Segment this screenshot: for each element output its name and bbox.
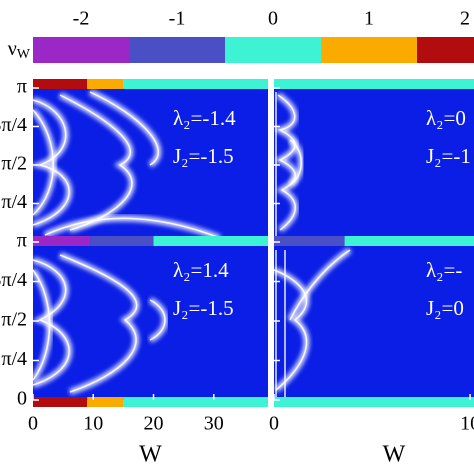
band-core bbox=[149, 299, 166, 341]
panel bbox=[274, 242, 474, 400]
colorbar-tick-label: -2 bbox=[73, 8, 90, 30]
colorbar-label: νW bbox=[8, 38, 31, 63]
y-tick-label: 0 bbox=[17, 388, 27, 410]
panel-annotation: λ₂=0 bbox=[426, 106, 466, 130]
winding-strip bbox=[344, 236, 474, 246]
band-core bbox=[289, 249, 351, 321]
band-core bbox=[33, 269, 51, 381]
x-axis-label: W bbox=[139, 442, 162, 468]
colorbar-tick-label: 1 bbox=[364, 8, 374, 30]
x-tick-label: 0 bbox=[28, 413, 38, 435]
panel-annotation: J₂=-1.5 bbox=[173, 144, 234, 168]
colorbar-segment bbox=[33, 37, 129, 63]
band-core bbox=[59, 254, 138, 393]
colorbar-segment bbox=[225, 37, 321, 63]
y-tick-label: π/2 bbox=[1, 309, 27, 331]
winding-strip bbox=[87, 79, 124, 89]
band-core bbox=[277, 94, 296, 231]
panel bbox=[33, 88, 268, 242]
band-core bbox=[33, 99, 70, 226]
winding-strip bbox=[274, 236, 345, 246]
winding-strip bbox=[33, 397, 88, 407]
x-tick-label: 10 bbox=[460, 413, 474, 435]
y-tick-label: 3π/4 bbox=[0, 269, 27, 291]
colorbar-label-sub: W bbox=[17, 47, 31, 62]
panel-background bbox=[274, 242, 474, 400]
colorbar-tick-label: 0 bbox=[268, 8, 278, 30]
panels bbox=[33, 88, 474, 400]
colorbar-label-main: ν bbox=[8, 38, 17, 60]
y-tick-label: π bbox=[17, 76, 27, 98]
band-core bbox=[59, 94, 133, 231]
panel-annotation: λ₂=- bbox=[426, 258, 462, 282]
x-tick-label: 20 bbox=[144, 413, 164, 435]
winding-strip bbox=[274, 397, 474, 407]
panel-annotation: J₂=-1 bbox=[426, 144, 471, 168]
panel bbox=[33, 242, 268, 400]
y-tick-label: π bbox=[17, 230, 27, 252]
band-core bbox=[289, 139, 302, 186]
x-tick-label: 0 bbox=[269, 413, 279, 435]
winding-strip bbox=[123, 79, 268, 89]
colorbar-segment bbox=[417, 37, 474, 63]
panel-background bbox=[274, 88, 474, 242]
y-tick-label: π/4 bbox=[1, 191, 27, 213]
panel-annotation: λ₂=-1.4 bbox=[173, 106, 236, 130]
band-core bbox=[44, 217, 221, 239]
y-tick-label: π/2 bbox=[1, 153, 27, 175]
panel-background bbox=[33, 242, 268, 400]
colorbar-segment bbox=[321, 37, 417, 63]
panel-annotation: J₂=0 bbox=[426, 296, 464, 320]
winding-strip bbox=[33, 79, 88, 89]
winding-strip bbox=[123, 397, 268, 407]
winding-strip bbox=[153, 236, 268, 246]
winding-strip bbox=[87, 397, 124, 407]
winding-strip bbox=[274, 79, 474, 89]
band-core bbox=[33, 259, 70, 386]
x-tick-label: 30 bbox=[204, 413, 224, 435]
band-core bbox=[89, 91, 159, 166]
colorbar-tick-label: -1 bbox=[169, 8, 186, 30]
winding-strip bbox=[90, 236, 154, 246]
y-tick-label: 3π/4 bbox=[0, 114, 27, 136]
band-core bbox=[33, 109, 54, 216]
overlay: λ₂=-1.4 J₂=-1.5 λ₂=0 J₂=-1 λ₂=1.4 J₂=-1.5 λ₂=-… bbox=[32, 79, 474, 407]
winding-strip bbox=[33, 236, 91, 246]
panel-annotation: λ₂=1.4 bbox=[173, 258, 229, 282]
panel-annotation: J₂=-1.5 bbox=[173, 296, 234, 320]
band-core bbox=[274, 269, 308, 391]
colorbar-tick-label: 2 bbox=[460, 8, 470, 30]
x-axis-label: W bbox=[383, 442, 406, 468]
x-tick-label: 10 bbox=[83, 413, 103, 435]
colorbar-segment bbox=[129, 37, 225, 63]
y-tick-label: π/4 bbox=[1, 348, 27, 370]
